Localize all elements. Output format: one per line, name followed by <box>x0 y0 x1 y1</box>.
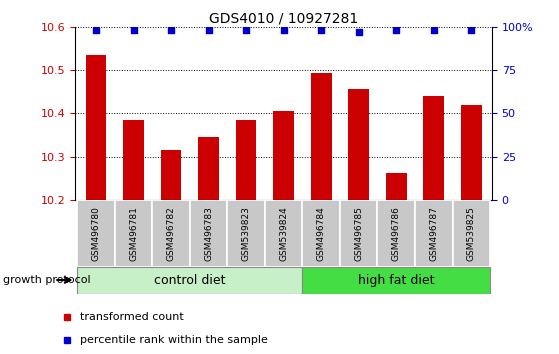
Bar <box>273 111 294 200</box>
Point <box>392 27 401 33</box>
Text: control diet: control diet <box>154 274 226 287</box>
Bar <box>311 73 331 200</box>
Bar <box>77 267 302 294</box>
Bar <box>453 200 490 267</box>
Text: high fat diet: high fat diet <box>358 274 434 287</box>
Bar <box>377 200 415 267</box>
Point <box>354 29 363 35</box>
Title: GDS4010 / 10927281: GDS4010 / 10927281 <box>209 11 358 25</box>
Point <box>429 27 438 33</box>
Point <box>241 27 250 33</box>
Point <box>204 27 213 33</box>
Point <box>129 27 138 33</box>
Bar <box>198 137 219 200</box>
Point <box>167 27 176 33</box>
Point <box>279 27 288 33</box>
Text: percentile rank within the sample: percentile rank within the sample <box>80 335 268 346</box>
Text: GSM539823: GSM539823 <box>241 206 250 261</box>
Bar <box>153 200 190 267</box>
Bar <box>302 200 340 267</box>
Bar <box>348 90 369 200</box>
Bar <box>190 200 228 267</box>
Bar <box>86 55 106 200</box>
Point <box>317 27 326 33</box>
Bar <box>228 200 265 267</box>
Text: GSM539825: GSM539825 <box>467 206 476 261</box>
Bar <box>115 200 153 267</box>
Bar <box>265 200 302 267</box>
Bar <box>161 150 182 200</box>
Bar <box>124 120 144 200</box>
Text: GSM496780: GSM496780 <box>92 206 101 261</box>
Bar <box>340 200 377 267</box>
Text: GSM496782: GSM496782 <box>167 206 176 261</box>
Text: GSM496781: GSM496781 <box>129 206 138 261</box>
Bar <box>77 200 115 267</box>
Bar <box>461 105 482 200</box>
Bar <box>424 96 444 200</box>
Text: GSM496783: GSM496783 <box>204 206 213 261</box>
Point <box>467 27 476 33</box>
Bar <box>415 200 453 267</box>
Text: GSM496785: GSM496785 <box>354 206 363 261</box>
Bar <box>236 120 257 200</box>
Text: GSM496784: GSM496784 <box>317 206 326 261</box>
Text: GSM496786: GSM496786 <box>392 206 401 261</box>
Text: transformed count: transformed count <box>80 312 184 322</box>
Bar <box>386 173 406 200</box>
Text: GSM496787: GSM496787 <box>429 206 438 261</box>
Bar <box>302 267 490 294</box>
Text: growth protocol: growth protocol <box>3 275 91 285</box>
Text: GSM539824: GSM539824 <box>279 206 288 261</box>
Point <box>92 27 101 33</box>
